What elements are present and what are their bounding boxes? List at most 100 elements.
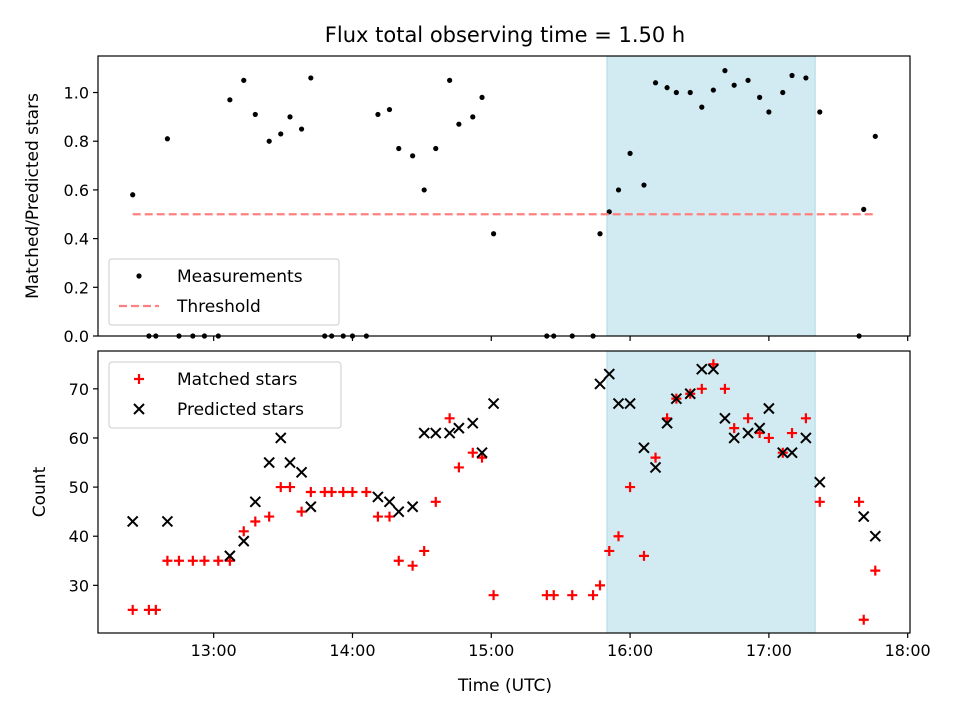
- predicted-stars-point: [696, 363, 708, 375]
- matched-stars-point: [548, 590, 559, 601]
- matched-stars-point: [199, 555, 210, 566]
- matched-stars-point: [488, 590, 499, 601]
- matched-stars-point: [708, 359, 719, 370]
- predicted-stars-point: [612, 397, 625, 410]
- measurement-point: [278, 131, 284, 137]
- measurement-point: [421, 187, 427, 193]
- matched-stars-point: [467, 447, 478, 458]
- predicted-stars-point: [372, 491, 384, 503]
- predicted-stars-point: [869, 530, 882, 542]
- predicted-stars-point: [263, 456, 275, 469]
- x-tick-label: 16:00: [607, 641, 653, 660]
- legend-box: [108, 258, 340, 326]
- measurement-point: [410, 153, 416, 159]
- measurement-point: [627, 150, 633, 156]
- y-tick-label: 0.6: [64, 181, 89, 200]
- legend-marker-measurements: [136, 273, 142, 279]
- measurement-point: [287, 114, 293, 120]
- matched-stars-point: [326, 487, 337, 497]
- matched-stars-point: [173, 555, 184, 566]
- matched-stars-point: [264, 511, 275, 522]
- measurement-point: [641, 182, 647, 188]
- measurement-point: [606, 209, 612, 215]
- predicted-stars-point: [383, 496, 396, 508]
- measurement-point: [597, 231, 603, 237]
- matched-stars-point: [285, 482, 296, 493]
- predicted-stars-point: [126, 515, 139, 528]
- matched-stars-point: [407, 560, 418, 571]
- matched-stars-point: [719, 383, 730, 394]
- y-axis-label: Count: [30, 466, 50, 517]
- predicted-stars-point: [777, 446, 789, 459]
- matched-stars-point: [595, 580, 606, 591]
- predicted-stars-point: [624, 397, 636, 410]
- measurement-point: [731, 82, 737, 88]
- matched-stars-point: [588, 590, 599, 601]
- matched-stars-point: [814, 496, 825, 507]
- matched-stars-point: [384, 511, 395, 522]
- predicted-stars-point: [638, 442, 650, 454]
- matched-stars-point: [393, 555, 404, 566]
- legend-label: Threshold: [176, 297, 261, 317]
- x-tick-label: 17:00: [746, 641, 792, 660]
- measurement-point: [241, 77, 247, 83]
- x-tick-label: 13:00: [191, 641, 237, 660]
- y-tick-label: 0.2: [64, 278, 89, 297]
- predicted-stars-point: [476, 446, 488, 459]
- measurement-point: [456, 121, 462, 127]
- measurement-point: [780, 89, 786, 96]
- measurement-point: [722, 68, 728, 74]
- y-tick-label: 40: [69, 527, 89, 546]
- predicted-stars-point: [786, 446, 798, 459]
- matched-stars-point: [858, 614, 869, 625]
- predicted-stars-point: [224, 550, 236, 562]
- matched-stars-point: [361, 487, 372, 497]
- measurement-point: [396, 145, 402, 152]
- matched-stars-point: [453, 462, 464, 473]
- predicted-stars-point: [393, 505, 405, 518]
- y-axis-label: Matched/Predicted stars: [23, 93, 43, 299]
- matched-stars-point: [275, 482, 286, 493]
- matched-stars-point: [372, 511, 383, 522]
- predicted-stars-point: [238, 535, 250, 547]
- predicted-stars-point: [443, 427, 456, 439]
- matched-stars-point: [800, 413, 811, 424]
- measurement-point: [766, 109, 772, 115]
- matched-stars-point: [296, 506, 307, 517]
- predicted-stars-point: [800, 432, 812, 444]
- measurement-point: [817, 109, 823, 115]
- matched-stars-point: [870, 565, 881, 576]
- y-tick-label: 0.0: [64, 327, 89, 346]
- matched-stars-point: [430, 496, 441, 507]
- legend: Matched stars Predicted stars: [108, 361, 342, 429]
- x-tick-label: 14:00: [329, 641, 375, 660]
- legend-label: Matched stars: [177, 370, 297, 390]
- measurement-point: [652, 80, 659, 86]
- measurement-point: [872, 133, 878, 139]
- predicted-stars-point: [453, 422, 465, 434]
- matched-stars-point: [638, 550, 649, 561]
- predicted-stars-point: [284, 456, 296, 469]
- matched-stars-point: [224, 555, 235, 566]
- measurement-point: [673, 89, 679, 96]
- predicted-stars-point: [161, 515, 174, 528]
- matched-stars-point: [250, 516, 261, 527]
- matched-stars-point: [729, 423, 740, 434]
- predicted-stars-point: [295, 466, 308, 479]
- measurement-point: [699, 104, 705, 110]
- y-tick-label: 0.8: [64, 132, 89, 151]
- measurement-point: [687, 89, 693, 96]
- measurement-point: [447, 77, 453, 83]
- highlight-span: [606, 350, 816, 634]
- predicted-stars-point: [707, 363, 720, 375]
- measurement-point: [308, 75, 314, 81]
- matched-stars-point: [662, 413, 673, 424]
- legend-marker-matched: [134, 374, 144, 384]
- chart-title: Flux total observing time = 1.50 h: [325, 23, 685, 47]
- matched-stars-point: [338, 487, 349, 497]
- measurement-point: [266, 138, 272, 144]
- predicted-stars-point: [603, 368, 615, 380]
- predicted-stars-point: [719, 412, 731, 425]
- measurement-point: [433, 145, 439, 152]
- matched-stars-point: [787, 428, 798, 439]
